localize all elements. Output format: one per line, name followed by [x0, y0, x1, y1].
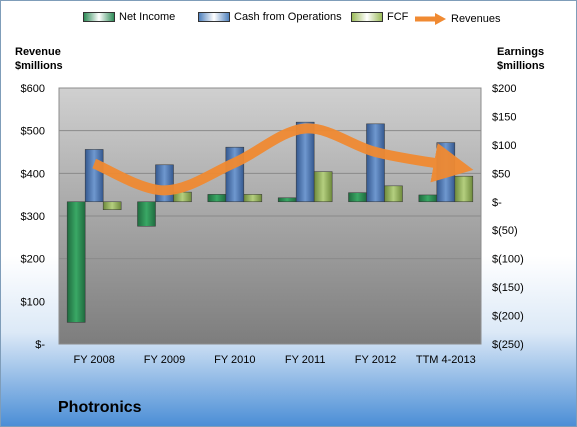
bar-net-income	[137, 201, 156, 227]
right-tick-label: $-	[492, 197, 502, 209]
category-label: FY 2008	[73, 354, 114, 366]
left-tick-label: $100	[21, 296, 45, 308]
category-label: FY 2012	[355, 354, 396, 366]
category-label: FY 2009	[144, 354, 185, 366]
left-tick-label: $400	[21, 168, 45, 180]
legend-item: Revenues	[413, 11, 501, 27]
bar-cash-from-operations	[295, 121, 315, 203]
bar-net-income	[277, 197, 297, 203]
company-name: Photronics	[58, 399, 142, 416]
left-tick-label: $600	[21, 83, 45, 95]
right-tick-label: $50	[492, 168, 510, 180]
revenue-line	[92, 123, 474, 196]
bar-fcf	[102, 201, 122, 210]
bar-net-income	[207, 194, 227, 203]
bar-fcf	[243, 194, 263, 203]
left-axis-title: Revenue $millions	[15, 46, 63, 72]
bar-cash-from-operations	[155, 164, 174, 203]
legend-label: Net Income	[119, 11, 176, 23]
bar-fcf	[313, 171, 333, 203]
right-tick-label: $100	[492, 140, 516, 152]
left-tick-label: $300	[21, 211, 45, 223]
legend-item: FCF	[351, 11, 408, 23]
right-tick-label: $(50)	[492, 225, 518, 237]
bar-cash-from-operations	[366, 123, 385, 203]
left-tick-label: $-	[35, 339, 45, 351]
bar-net-income	[348, 192, 367, 203]
legend-label: Cash from Operations	[234, 11, 342, 23]
bar-fcf	[384, 185, 403, 203]
legend-swatch	[351, 12, 383, 22]
legend-item: Cash from Operations	[198, 11, 342, 23]
right-tick-label: $(250)	[492, 339, 524, 351]
category-label: FY 2011	[285, 354, 326, 366]
right-tick-label: $(100)	[492, 254, 524, 266]
legend-label: Revenues	[451, 13, 501, 25]
legend-label: FCF	[387, 11, 409, 23]
right-tick-label: $(150)	[492, 282, 524, 294]
left-tick-label: $500	[21, 126, 45, 138]
right-tick-label: $(200)	[492, 311, 524, 323]
left-tick-label: $200	[21, 254, 45, 266]
legend-swatch	[413, 11, 447, 27]
bar-net-income	[66, 201, 86, 323]
bar-fcf	[454, 175, 474, 203]
legend-item: Net Income	[83, 11, 175, 23]
right-tick-label: $150	[492, 111, 516, 123]
legend-swatch	[83, 12, 115, 22]
category-label: FY 2010	[214, 354, 255, 366]
bar-net-income	[418, 194, 438, 203]
category-label: TTM 4-2013	[416, 354, 476, 366]
bar-cash-from-operations	[436, 142, 456, 203]
legend-swatch	[198, 12, 230, 22]
legend: Net Income Cash from Operations FCF Revenue…	[1, 11, 576, 27]
right-tick-label: $200	[492, 83, 516, 95]
right-axis-title: Earnings $millions	[497, 46, 545, 72]
bar-cash-from-operations	[84, 149, 104, 203]
